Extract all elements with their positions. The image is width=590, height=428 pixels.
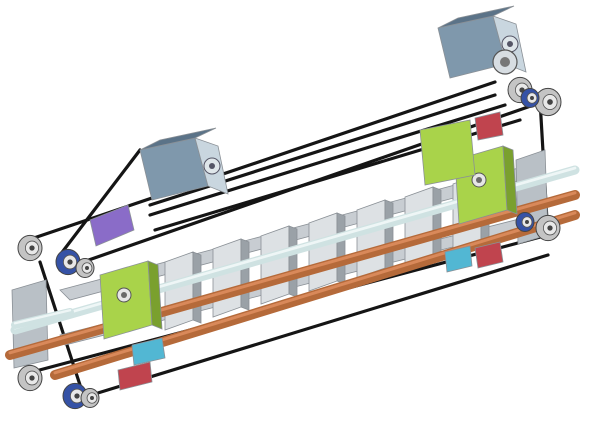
spacer-rib <box>356 199 386 279</box>
idler-left-top-hub <box>85 266 89 270</box>
stepper-motor-left-shaft <box>209 163 215 169</box>
belt-segment <box>148 103 507 217</box>
spacer-rib-edge <box>336 212 346 285</box>
bracket-cyan <box>444 245 473 273</box>
stepper-motors <box>139 5 527 201</box>
spacer-rib-edge <box>288 225 298 298</box>
steel-rod-stub-highlight <box>13 309 72 325</box>
idler-left-bottom-hub <box>90 396 94 400</box>
pulley-right-bottom-inner-hub <box>525 220 529 224</box>
spacer-rib <box>404 186 434 266</box>
pulley-right-top-inner-hub <box>530 96 534 100</box>
pulley-left-bottom-hub <box>29 375 35 381</box>
carriage-right-side <box>502 145 518 215</box>
bracket-red-bottom <box>474 241 504 269</box>
belt-segment <box>148 93 497 207</box>
stepper-motor-left-top <box>139 127 217 151</box>
spacer-rib <box>308 212 338 292</box>
spacer-rib <box>260 225 290 305</box>
bracket-red-top <box>474 111 504 141</box>
bracket-cyan-left <box>131 337 166 366</box>
pulleys <box>17 76 562 410</box>
stepper-motor-right-top <box>437 5 515 29</box>
spacer-rib-edge <box>384 199 394 272</box>
carriage-left-bearing-hub <box>121 292 127 298</box>
spacer-rib-edge <box>432 186 442 259</box>
bracket-red-left <box>117 361 153 391</box>
carriage-left-side <box>147 260 163 330</box>
stepper-motor-right-shaft <box>507 41 513 47</box>
gear-right-hub <box>500 57 510 67</box>
pulley-left-top-hub <box>29 245 35 251</box>
pulley-right-bottom-hub <box>547 225 553 231</box>
bracket-purple <box>89 204 135 247</box>
spacer-rib <box>212 238 242 318</box>
steel-rod-stub <box>11 308 74 329</box>
pulley-left-bottom-inner-hub <box>74 393 80 399</box>
spacer-rib-edge <box>192 251 202 324</box>
belt-segment <box>58 148 142 257</box>
spacer-rib-edge <box>240 238 250 311</box>
carriages <box>99 119 518 340</box>
brackets <box>89 111 504 391</box>
pulley-right-top-outer-hub <box>547 99 553 105</box>
belt-segment <box>73 253 550 402</box>
spacer-rib <box>164 251 194 331</box>
carriage-right-bearing-hub <box>476 177 482 183</box>
carriage-right-top <box>419 119 476 186</box>
pulley-left-top-inner-hub <box>67 259 73 265</box>
